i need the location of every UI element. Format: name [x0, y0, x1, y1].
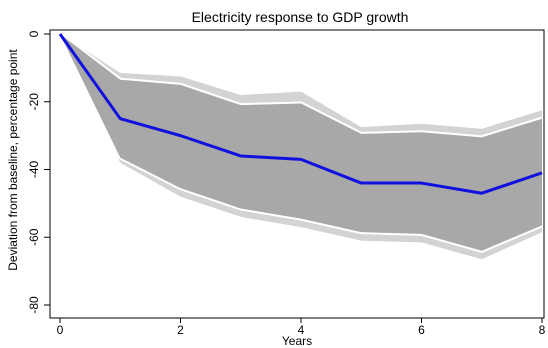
y-tick-label-3: -60	[27, 228, 41, 246]
inner-confidence-band	[60, 34, 542, 251]
y-tick-label-0: 0	[27, 30, 41, 37]
x-tick-label-2: 4	[298, 323, 305, 337]
x-axis-title: Years	[282, 334, 312, 348]
y-tick-label-4: -80	[27, 296, 41, 314]
y-axis-title: Deviation from baseline, percentage poin…	[6, 49, 20, 271]
x-tick-label-4: 8	[539, 323, 546, 337]
plot-area	[58, 32, 543, 260]
x-tick-label-1: 2	[177, 323, 184, 337]
y-axis: 0 -20 -40 -60 -80	[27, 30, 50, 314]
x-tick-label-0: 0	[57, 323, 64, 337]
chart-title: Electricity response to GDP growth	[192, 9, 409, 25]
x-tick-label-3: 6	[418, 323, 425, 337]
y-tick-label-1: -20	[27, 93, 41, 111]
y-tick-label-2: -40	[27, 161, 41, 179]
plot-frame	[49, 29, 545, 319]
x-axis: 0 2 4 6 8	[57, 318, 546, 337]
